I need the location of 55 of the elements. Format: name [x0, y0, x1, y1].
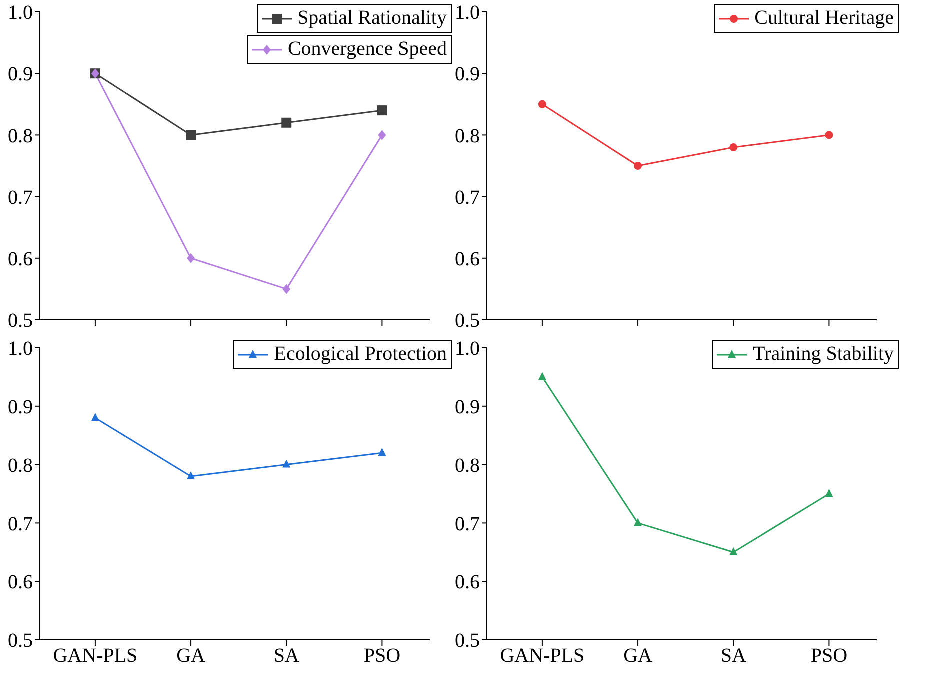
x-tick-label: SA	[274, 645, 300, 668]
y-tick-label: 0.5	[455, 310, 480, 332]
y-tick-label: 0.6	[455, 572, 480, 594]
y-tick-label: 0.7	[8, 186, 33, 209]
y-tick-label: 0.7	[455, 513, 480, 536]
y-tick-label: 0.9	[8, 396, 33, 418]
y-tick-label: 0.5	[455, 630, 480, 652]
point	[730, 547, 738, 556]
y-tick-label: 0.7	[455, 186, 480, 209]
point	[730, 144, 738, 152]
point	[187, 471, 196, 480]
legend-label: Training Stability	[753, 343, 894, 366]
x-tick-label: GAN-PLS	[500, 645, 585, 668]
x-tick-label: GA	[624, 645, 654, 668]
point	[538, 372, 546, 380]
x-tick-label: PSO	[364, 645, 401, 668]
point	[91, 413, 100, 422]
point	[825, 489, 834, 497]
point	[377, 106, 388, 116]
y-tick-label: 1.0	[8, 338, 33, 360]
y-tick-label: 0.8	[455, 125, 480, 148]
point	[825, 131, 834, 140]
x-tick-label: GA	[176, 645, 206, 668]
y-tick-label: 0.8	[8, 125, 33, 148]
point	[282, 118, 292, 128]
y-tick-label: 0.9	[455, 64, 480, 86]
point	[282, 460, 291, 468]
x-tick-label: GAN-PLS	[53, 645, 138, 668]
y-tick-label: 0.6	[455, 248, 480, 270]
y-tick-label: 0.5	[8, 310, 33, 332]
y-tick-label: 0.8	[455, 454, 480, 477]
point	[634, 162, 642, 170]
y-tick-label: 0.6	[8, 572, 33, 594]
y-tick-label: 1.0	[455, 2, 480, 24]
y-tick-label: 1.0	[455, 338, 480, 360]
point	[378, 448, 386, 456]
legend-label: Cultural Heritage	[754, 7, 894, 30]
point	[634, 518, 642, 526]
point	[378, 130, 386, 140]
legend-label: Ecological Protection	[274, 343, 447, 366]
y-tick-label: 0.5	[8, 630, 33, 652]
point	[187, 253, 196, 264]
point	[538, 100, 546, 108]
y-tick-label: 0.9	[455, 396, 480, 418]
point	[186, 130, 196, 140]
y-tick-label: 0.7	[8, 513, 33, 536]
y-tick-label: 0.9	[8, 64, 33, 86]
y-tick-label: 0.8	[8, 454, 33, 477]
legend-label: Spatial Rationality	[298, 7, 447, 30]
y-tick-label: 0.6	[8, 248, 33, 270]
y-tick-label: 1.0	[8, 2, 33, 24]
x-tick-label: SA	[720, 645, 747, 668]
point	[282, 284, 291, 294]
legend-label: Convergence Speed	[288, 38, 447, 61]
x-tick-label: PSO	[810, 645, 848, 668]
